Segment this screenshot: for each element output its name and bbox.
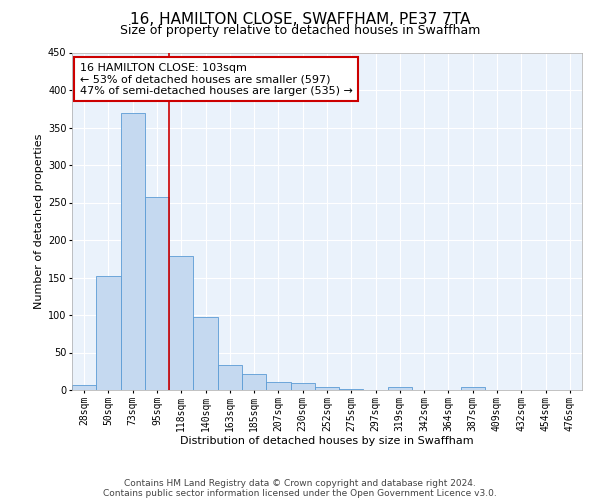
Text: Size of property relative to detached houses in Swaffham: Size of property relative to detached ho… (120, 24, 480, 37)
Bar (121, 112, 145, 390)
Bar (461, 387, 485, 390)
Text: Contains HM Land Registry data © Crown copyright and database right 2024.
Contai: Contains HM Land Registry data © Crown c… (103, 479, 497, 498)
Bar (96, 276, 121, 390)
Text: 16 HAMILTON CLOSE: 103sqm
← 53% of detached houses are smaller (597)
47% of semi: 16 HAMILTON CLOSE: 103sqm ← 53% of detac… (80, 62, 353, 96)
Bar (266, 382, 290, 390)
Bar (218, 365, 242, 390)
Bar (145, 197, 169, 390)
Bar (72, 385, 96, 390)
Bar (290, 383, 315, 390)
Bar (169, 256, 193, 390)
Text: 16, HAMILTON CLOSE, SWAFFHAM, PE37 7TA: 16, HAMILTON CLOSE, SWAFFHAM, PE37 7TA (130, 12, 470, 28)
Bar (388, 387, 412, 390)
Bar (242, 374, 266, 390)
Bar (315, 387, 339, 390)
Bar (339, 389, 364, 390)
Bar (193, 318, 218, 390)
X-axis label: Distribution of detached houses by size in Swaffham: Distribution of detached houses by size … (180, 436, 474, 446)
Y-axis label: Number of detached properties: Number of detached properties (34, 134, 44, 309)
